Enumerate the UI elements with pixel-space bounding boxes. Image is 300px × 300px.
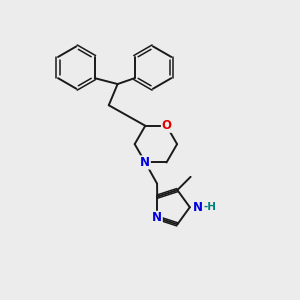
Text: N: N — [194, 201, 203, 214]
Text: O: O — [161, 119, 172, 132]
Text: N: N — [140, 156, 150, 169]
Text: -H: -H — [203, 202, 216, 212]
Text: N: N — [152, 211, 162, 224]
